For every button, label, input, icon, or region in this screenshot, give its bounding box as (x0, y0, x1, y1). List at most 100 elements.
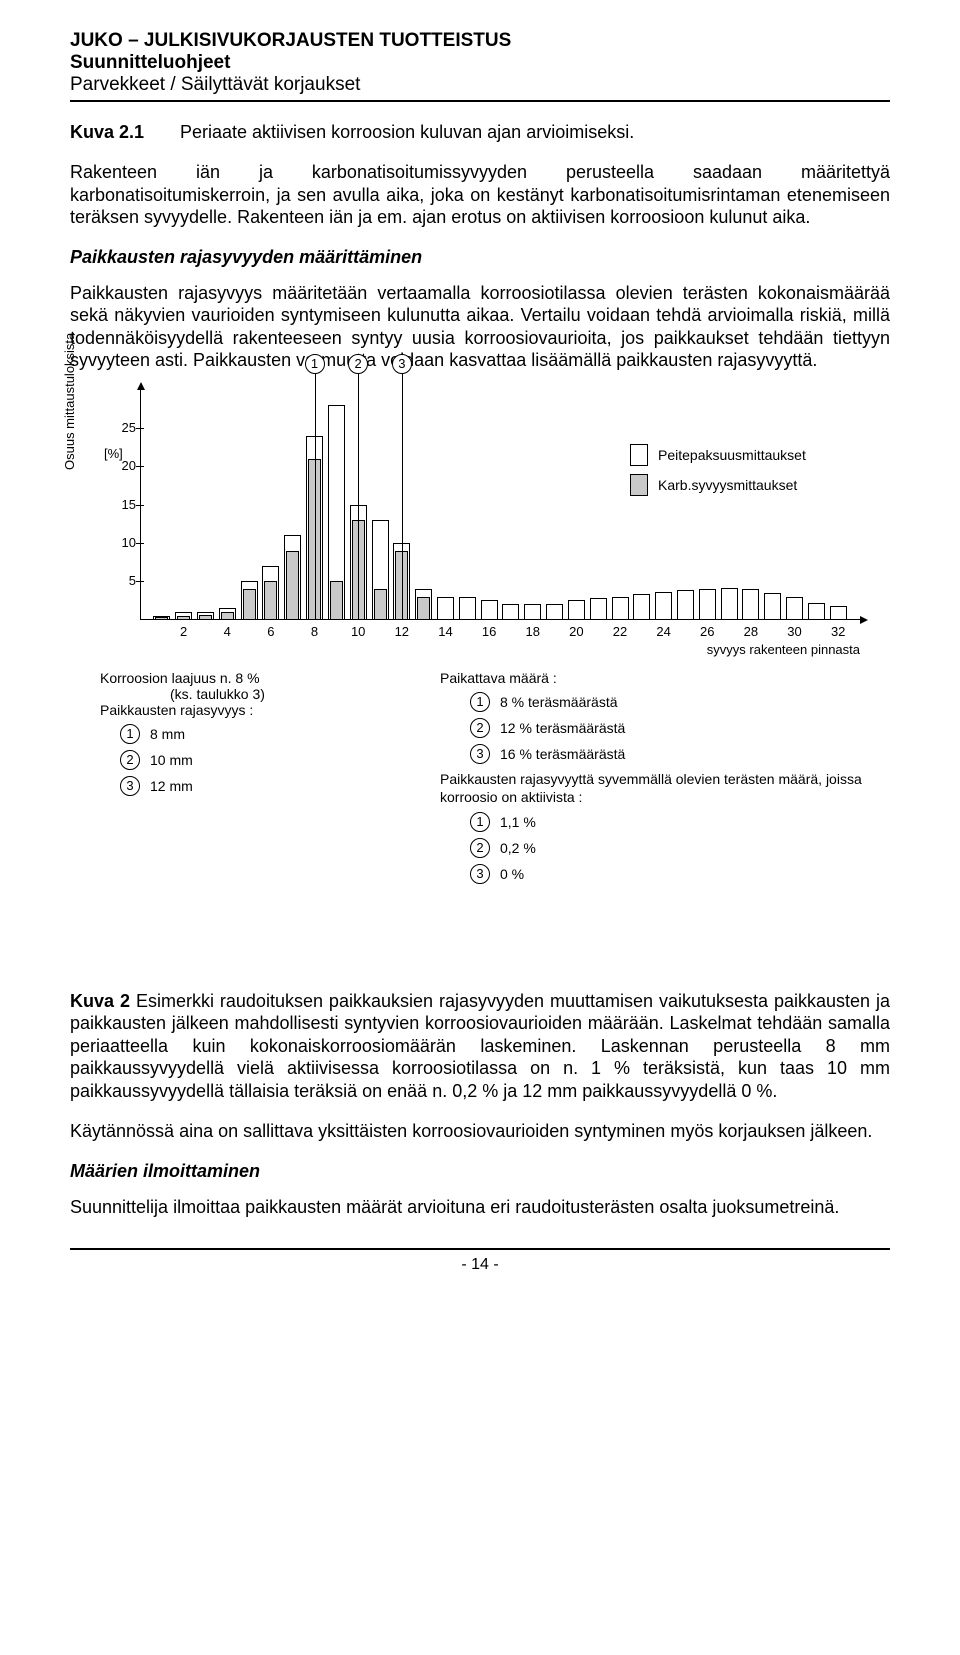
paragraph-2: Paikkausten rajasyvyys määritetään verta… (70, 282, 890, 372)
annotation-item: 30 % (470, 864, 880, 884)
paragraph-3: Käytännössä aina on sallittava yksittäis… (70, 1120, 890, 1143)
annotation-marker: 2 (120, 750, 140, 770)
x-tick-label: 10 (351, 624, 365, 639)
x-axis-caption: syvyys rakenteen pinnasta (630, 642, 860, 657)
chart-bar (155, 617, 168, 619)
annotation-text: 1,1 % (500, 814, 536, 830)
page-footer: - 14 - (70, 1248, 890, 1274)
marker-circle: 3 (392, 354, 412, 374)
chart-bar (264, 581, 277, 619)
annotation-marker: 1 (470, 812, 490, 832)
chart-bar (764, 593, 781, 620)
header-line-2: Suunnitteluohjeet (70, 52, 890, 74)
legend-item: Peitepaksuusmittaukset (630, 444, 806, 466)
x-tick-label: 22 (613, 624, 627, 639)
legend-label: Peitepaksuusmittaukset (658, 447, 806, 463)
chart-bar (721, 588, 738, 619)
annotation-text: 8 mm (150, 726, 185, 742)
chart-bar (417, 597, 430, 620)
annotation-item: 3 12 mm (120, 776, 440, 796)
section-title-1: Paikkausten rajasyvyyden määrittäminen (70, 247, 890, 268)
x-tick-label: 32 (831, 624, 845, 639)
chart-bar (612, 597, 629, 620)
figure-text: Periaate aktiivisen korroosion kuluvan a… (180, 122, 634, 143)
marker-circle: 2 (348, 354, 368, 374)
y-axis-label: Osuus mittaustuloksista (62, 332, 77, 469)
annotation-marker: 3 (120, 776, 140, 796)
y-tick-label: 25 (108, 420, 136, 435)
x-tick-label: 14 (438, 624, 452, 639)
chart-bar (177, 616, 190, 620)
x-tick-label: 6 (267, 624, 274, 639)
annotation-text: 12 mm (150, 778, 193, 794)
annotation-text: 10 mm (150, 752, 193, 768)
paragraph-4: Suunnittelija ilmoittaa paikkausten määr… (70, 1196, 890, 1219)
patch-amount-label: Paikattava määrä : (440, 670, 880, 686)
annotation-text: 0,2 % (500, 840, 536, 856)
marker-line (315, 372, 316, 620)
y-axis-text: Osuus mittaustuloksista (62, 332, 77, 469)
chart-bar (633, 594, 650, 619)
chart-bar (459, 597, 476, 620)
chart-bar (221, 612, 234, 620)
y-tick-label: 15 (108, 497, 136, 512)
chart-bar (374, 589, 387, 620)
chart-bar (199, 615, 212, 620)
annotation-text: 8 % teräsmäärästä (500, 694, 618, 710)
chart-bar (524, 604, 541, 619)
chart-bar (330, 581, 343, 619)
x-tick-label: 24 (656, 624, 670, 639)
annotation-text: 0 % (500, 866, 524, 882)
x-tick-label: 4 (224, 624, 231, 639)
x-tick-label: 8 (311, 624, 318, 639)
annotation-marker: 1 (120, 724, 140, 744)
annotation-item: 1 8 % teräsmäärästä (470, 692, 880, 712)
annotation-marker: 2 (470, 838, 490, 858)
chart-bar (546, 604, 563, 619)
x-tick-label: 12 (395, 624, 409, 639)
y-tick-label: 20 (108, 458, 136, 473)
chart-bar (243, 589, 256, 620)
annotation-marker: 3 (470, 744, 490, 764)
y-tick-label: 5 (108, 573, 136, 588)
patch-depth-label: Paikkausten rajasyvyys : (100, 702, 440, 718)
annotation-text: 16 % teräsmäärästä (500, 746, 625, 762)
chart-bar (808, 603, 825, 620)
figure-2-lead: Kuva 2 (70, 991, 130, 1011)
chart-bar (502, 604, 519, 619)
chart-bar (699, 589, 716, 620)
chart-bar (786, 597, 803, 620)
annotations-left: Korroosion laajuus n. 8 % (ks. taulukko … (100, 670, 440, 890)
chart-bar (655, 592, 672, 620)
annotation-marker: 1 (470, 692, 490, 712)
marker-circle: 1 (305, 354, 325, 374)
annotations-right: Paikattava määrä : 18 % teräsmäärästä212… (440, 670, 880, 890)
figure-caption-2-1: Kuva 2.1 Periaate aktiivisen korroosion … (70, 122, 890, 143)
x-tick-label: 26 (700, 624, 714, 639)
figure-2-text: Esimerkki raudoituksen paikkauksien raja… (70, 991, 890, 1101)
legend-swatch (630, 474, 648, 496)
y-tick-label: 10 (108, 535, 136, 550)
active-corrosion-note: Paikkausten rajasyvyyttä syvemmällä olev… (440, 770, 880, 806)
annotation-item: 1 8 mm (120, 724, 440, 744)
annotation-item: 212 % teräsmäärästä (470, 718, 880, 738)
annotation-item: 1 1,1 % (470, 812, 880, 832)
annotation-item: 3 16 % teräsmäärästä (470, 744, 880, 764)
chart-bar (742, 589, 759, 620)
chart-bar (590, 598, 607, 619)
chart-bar (677, 590, 694, 619)
chart-bar (437, 597, 454, 620)
header-line-3: Parvekkeet / Säilyttävät korjaukset (70, 74, 890, 96)
marker-line (358, 372, 359, 620)
legend-item: Karb.syvyysmittaukset (630, 474, 806, 496)
page: JUKO – JULKISIVUKORJAUSTEN TUOTTEISTUS S… (0, 0, 960, 1304)
annotation-item: 2 0,2 % (470, 838, 880, 858)
chart-annotations: Korroosion laajuus n. 8 % (ks. taulukko … (100, 670, 880, 890)
marker-line (402, 372, 403, 620)
corrosion-extent: Korroosion laajuus n. 8 % (100, 670, 440, 686)
see-table: (ks. taulukko 3) (170, 686, 440, 702)
bar-chart-figure: Osuus mittaustuloksista [%] 510152025246… (70, 390, 890, 970)
legend-swatch (630, 444, 648, 466)
figure-label: Kuva 2.1 (70, 122, 180, 143)
chart-bar (286, 551, 299, 620)
